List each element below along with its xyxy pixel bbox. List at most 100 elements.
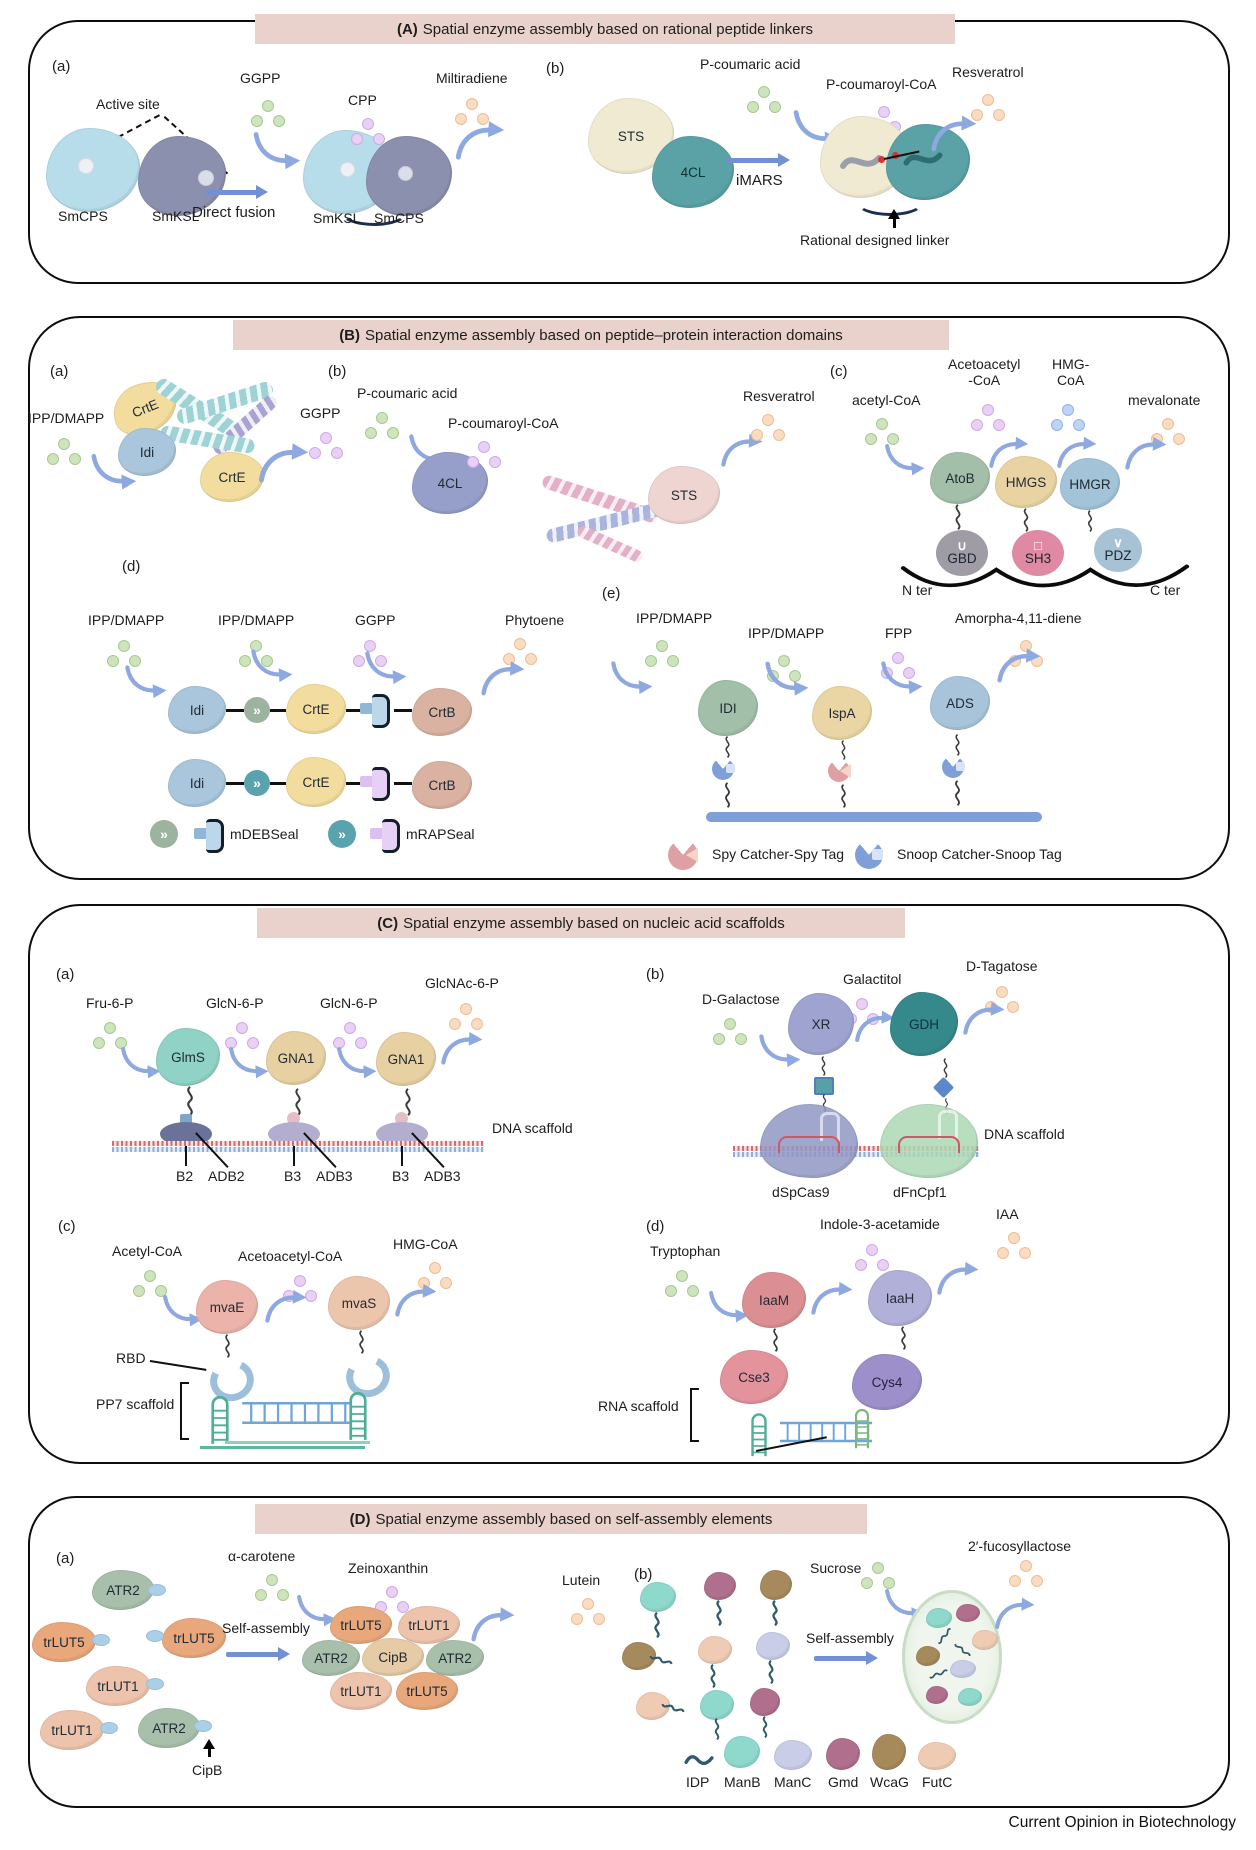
4cl-label: 4CL: [680, 164, 706, 180]
wcag-label: WcaG: [870, 1774, 909, 1790]
atr2-label: ATR2: [314, 1650, 348, 1666]
glcn6p-label: GlcN-6-P: [206, 995, 264, 1011]
enzyme-blob-mvas: mvaS: [328, 1276, 390, 1330]
self-assembly-label: Self-assembly: [222, 1620, 310, 1636]
galactitol-label: Galactitol: [843, 971, 902, 987]
enzyme-blob-trlut1: trLUT1: [40, 1710, 104, 1750]
enzyme-blob-hmgr: HMGR: [1060, 458, 1120, 510]
trlut1-label: trLUT1: [51, 1722, 93, 1738]
panel-d-title: Spatial enzyme assembly based on self-as…: [375, 1510, 773, 1528]
linker-dot: [878, 156, 885, 163]
b3-tab-icon: [395, 1112, 408, 1125]
dfncpf1-blob: [880, 1104, 978, 1178]
enzyme-blob-atr2: ATR2: [92, 1570, 154, 1610]
enzyme-blob-gna1: GNA1: [266, 1031, 326, 1085]
b3-tab-icon: [287, 1112, 300, 1125]
square-notch-icon: □: [1034, 538, 1042, 554]
vesicle-enzyme-blob: [958, 1688, 982, 1706]
enzyme-blob-mvae: mvaE: [196, 1280, 258, 1334]
trlut5-label: trLUT5: [340, 1617, 382, 1633]
enzyme-blob-idi: Idi: [168, 759, 226, 807]
smcps-label: SmCPS: [58, 208, 108, 224]
idp-tail-icon: [648, 1651, 674, 1669]
pp7-scaffold-label: PP7 scaffold: [96, 1396, 175, 1412]
chevron-icon: »: [338, 826, 346, 842]
panel-d-tag: (D): [349, 1510, 371, 1528]
enzyme-blob-idi: Idi: [168, 686, 226, 734]
chevron-icon: »: [253, 702, 261, 718]
intermediate-dots: [351, 118, 385, 145]
sts-label: STS: [670, 487, 698, 503]
sucrose-label: Sucrose: [810, 1560, 862, 1576]
ipp-dmapp-label: IPP/DMAPP: [748, 625, 825, 641]
fpp-label: FPP: [885, 625, 913, 641]
sub-label-a: (a): [56, 966, 75, 983]
pdz-domain: ∨ PDZ: [1094, 528, 1142, 572]
zeinoxanthin-label: Zeinoxanthin: [348, 1560, 429, 1576]
vesicle-enzyme-blob: [956, 1604, 980, 1622]
idi-label: IDI: [719, 700, 737, 716]
guide-rna-icon: [778, 1136, 840, 1153]
pointer-line: [293, 1146, 295, 1166]
alpha-carotene-label: α-carotene: [228, 1548, 296, 1564]
acetyl-coa-label: Acetyl-CoA: [112, 1243, 183, 1259]
mdebseal-clamp-icon: [372, 694, 390, 728]
iaam-label: IaaM: [758, 1292, 789, 1308]
ggpp-label: GGPP: [240, 70, 281, 86]
glcn6p-label: GlcN-6-P: [320, 995, 378, 1011]
u-notch-icon: ∪: [957, 538, 967, 554]
tryptophan-label: Tryptophan: [650, 1243, 721, 1259]
sub-label-c: (c): [830, 363, 848, 380]
futc-legend-blob: [918, 1742, 956, 1770]
trlut5-label: trLUT5: [406, 1683, 448, 1699]
futc-blob: [698, 1636, 732, 1664]
mrapseal-connector-icon: »: [244, 770, 270, 796]
enzyme-blob-hmgs: HMGS: [995, 456, 1057, 508]
fusion-link-line: [270, 782, 286, 785]
spy-legend-label: Spy Catcher-Spy Tag: [712, 846, 845, 862]
atr2-label: ATR2: [152, 1720, 186, 1736]
snoop-catcher-icon: [942, 756, 964, 778]
intermediate-dots: [855, 1244, 889, 1271]
ispa-label: IspA: [828, 705, 856, 721]
idp-tail-icon: [760, 1716, 770, 1738]
snoop-tag-legend-icon: [872, 849, 883, 860]
n-terminus-label: N ter: [902, 582, 933, 598]
b3-label: B3: [284, 1168, 302, 1184]
active-site-dot: [198, 170, 214, 186]
dfncpf1-label: dFnCpf1: [893, 1184, 947, 1200]
glms-label: GlmS: [171, 1049, 205, 1065]
sub-label-a: (a): [52, 58, 71, 75]
idi-label: Idi: [139, 444, 155, 460]
rosette-trlut5-blob: trLUT5: [330, 1606, 392, 1644]
crtb-label: CrtB: [428, 704, 456, 720]
b2-tab-icon: [180, 1114, 192, 1125]
b3-label: B3: [392, 1168, 410, 1184]
product-dots: [751, 414, 785, 441]
manc-label: ManC: [774, 1774, 812, 1790]
manb-legend-blob: [724, 1736, 760, 1768]
crtb-label: CrtB: [428, 777, 456, 793]
mdebseal-tab-icon: [360, 703, 373, 714]
substrate-dots: [713, 1018, 747, 1045]
cse3-label: Cse3: [738, 1369, 770, 1385]
glcnac6p-label: GlcNAc-6-P: [425, 975, 499, 991]
sub-label-b: (b): [546, 60, 565, 77]
product-dots: [997, 1232, 1031, 1259]
dspcas9-blob: [760, 1104, 858, 1178]
product-dots: [571, 1598, 605, 1625]
xr-label: XR: [811, 1016, 831, 1032]
gna1-label: GNA1: [277, 1050, 315, 1066]
panel-d-header: (D) Spatial enzyme assembly based on self…: [255, 1504, 867, 1534]
wcag-blob: [760, 1570, 792, 1600]
product-dots: [449, 1003, 483, 1030]
substrate-dots: [93, 1022, 127, 1049]
idp-tail-icon: [652, 1612, 662, 1638]
active-site-dot: [78, 158, 94, 174]
manc-legend-blob: [774, 1740, 812, 1770]
substrate-dots: [239, 640, 273, 667]
trlut1-label: trLUT1: [408, 1617, 450, 1633]
idi-label: Idi: [189, 702, 205, 718]
